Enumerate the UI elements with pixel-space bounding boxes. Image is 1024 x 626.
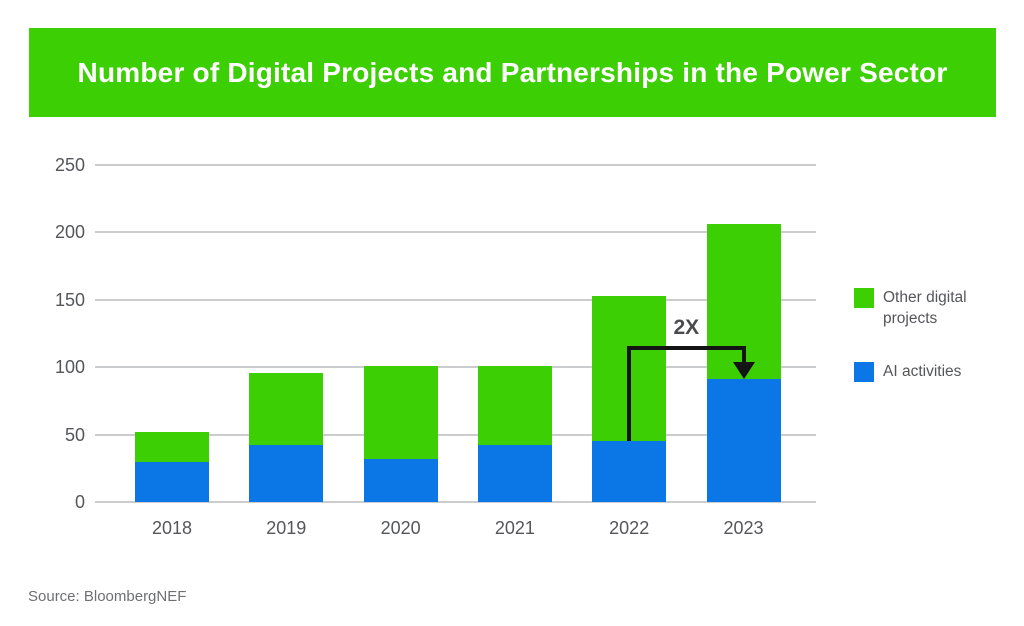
annotation-bracket-top-line bbox=[627, 346, 746, 351]
x-axis-tick-label-2023: 2023 bbox=[723, 518, 764, 538]
bar-2022-ai-segment bbox=[592, 441, 667, 502]
y-axis-tick-label: 250 bbox=[54, 155, 85, 175]
bar-2021-other-digital-segment bbox=[477, 365, 552, 446]
legend-label: Other digital projects bbox=[883, 289, 967, 327]
bar-2020-ai-segment bbox=[363, 458, 438, 502]
gridline-y-150 bbox=[95, 298, 816, 301]
x-axis-tick-label-2020: 2020 bbox=[380, 518, 421, 538]
legend-swatch-other-digital-projects bbox=[854, 288, 874, 308]
gridline-y-200 bbox=[95, 231, 816, 234]
bar-2019-other-digital-segment bbox=[249, 372, 324, 446]
legend-label: AI activities bbox=[883, 363, 962, 380]
x-axis-tick-label-2022: 2022 bbox=[609, 518, 650, 538]
gridline-y-100 bbox=[95, 366, 816, 369]
annotation-arrowhead-icon bbox=[732, 362, 755, 380]
x-axis-tick-label-2018: 2018 bbox=[151, 518, 193, 538]
bar-2020-other-digital-segment bbox=[363, 365, 438, 459]
y-axis-tick-label: 150 bbox=[54, 289, 85, 310]
gridline-y-50 bbox=[95, 433, 816, 436]
gridline-y-0 bbox=[95, 501, 816, 503]
x-axis-tick-label-2021: 2021 bbox=[494, 518, 535, 538]
source-note: Source: BloombergNEF bbox=[28, 588, 187, 605]
bar-2018-ai-segment bbox=[135, 461, 209, 502]
legend-item-ai-activities: AI activities bbox=[854, 362, 993, 382]
bar-2021-ai-segment bbox=[477, 445, 552, 502]
y-axis-tick-label: 50 bbox=[64, 424, 85, 445]
bar-2018-other-digital-segment bbox=[135, 431, 209, 462]
legend-item-other-digital-projects: Other digital projects bbox=[854, 288, 993, 329]
x-axis-tick-label-2019: 2019 bbox=[266, 518, 307, 538]
bar-2019-ai-segment bbox=[249, 445, 324, 502]
chart-title: Number of Digital Projects and Partnersh… bbox=[77, 56, 948, 88]
y-axis-tick-label: 0 bbox=[74, 492, 85, 512]
bar-2023-ai-segment bbox=[706, 379, 781, 502]
annotation-label: 2X bbox=[673, 316, 700, 340]
gridline-y-250 bbox=[95, 164, 816, 166]
chart-title-banner: Number of Digital Projects and Partnersh… bbox=[29, 28, 996, 117]
annotation-bracket-left-line bbox=[627, 346, 632, 442]
y-axis-tick-label: 100 bbox=[54, 357, 85, 378]
y-axis-tick-label: 200 bbox=[54, 222, 85, 243]
legend-swatch-ai-activities bbox=[854, 362, 874, 382]
annotation-arrow-stem bbox=[741, 346, 746, 364]
